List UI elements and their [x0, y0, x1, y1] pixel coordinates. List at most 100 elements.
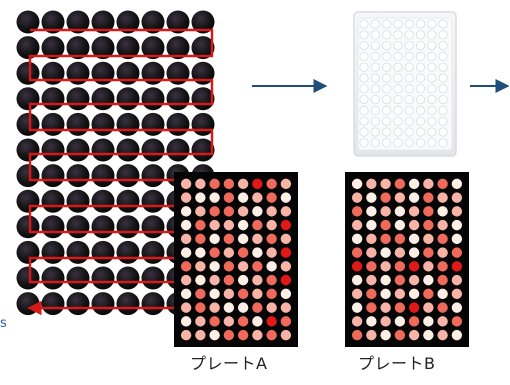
- sample-well: [351, 261, 363, 272]
- empty-well: [381, 73, 392, 83]
- source-well: [66, 189, 90, 213]
- sample-well: [223, 316, 235, 327]
- source-well: [166, 36, 190, 60]
- sample-well: [237, 219, 249, 231]
- sample-well: [351, 302, 363, 313]
- source-well: [41, 164, 65, 188]
- empty-well: [359, 62, 369, 72]
- sample-well: [380, 192, 391, 203]
- sample-well: [423, 178, 434, 190]
- sample-well: [237, 288, 249, 300]
- sample-well: [209, 247, 220, 258]
- empty-well: [370, 62, 380, 72]
- empty-well: [415, 127, 426, 137]
- source-well: [191, 10, 215, 34]
- empty-well: [393, 62, 403, 72]
- sample-well: [209, 302, 220, 313]
- sample-well: [423, 302, 434, 313]
- sample-well: [408, 247, 420, 258]
- sample-well: [280, 316, 292, 327]
- empty-well: [404, 19, 414, 29]
- empty-well: [404, 95, 414, 105]
- source-well: [141, 87, 165, 111]
- source-well: [66, 36, 90, 60]
- source-well: [16, 240, 40, 264]
- empty-well: [359, 40, 369, 51]
- sample-well: [408, 206, 420, 217]
- sample-well: [195, 261, 206, 272]
- plate-a-label: プレートA: [190, 354, 268, 373]
- empty-well: [359, 95, 369, 105]
- empty-well: [404, 51, 414, 62]
- sample-well: [423, 247, 434, 258]
- sample-well: [366, 316, 377, 327]
- sample-well: [252, 233, 263, 245]
- empty-well: [415, 62, 426, 72]
- sample-well: [451, 247, 463, 258]
- source-well: [91, 292, 115, 316]
- sample-well: [209, 261, 220, 272]
- empty-well: [415, 30, 426, 40]
- sample-well: [209, 274, 220, 286]
- sample-well: [394, 316, 406, 327]
- sample-well: [180, 206, 192, 217]
- empty-well: [404, 62, 414, 72]
- sample-well: [180, 178, 192, 190]
- sample-well: [351, 233, 363, 245]
- empty-well: [427, 84, 437, 94]
- sample-well: [252, 206, 263, 217]
- sample-well: [380, 247, 391, 258]
- sample-well: [351, 274, 363, 286]
- source-well: [91, 87, 115, 111]
- sample-well: [380, 329, 391, 341]
- sample-well: [408, 316, 420, 327]
- source-well: [16, 138, 40, 162]
- empty-well: [393, 116, 403, 126]
- sample-well: [351, 219, 363, 231]
- sample-well: [266, 206, 277, 217]
- source-well: [91, 36, 115, 60]
- source-well: [91, 138, 115, 162]
- empty-well: [370, 95, 380, 105]
- sample-well: [209, 316, 220, 327]
- empty-well: [415, 51, 426, 62]
- source-well: [66, 164, 90, 188]
- source-well: [66, 138, 90, 162]
- empty-well: [438, 62, 448, 72]
- sample-well: [237, 261, 249, 272]
- empty-well: [415, 95, 426, 105]
- plate-a-microplate: [174, 172, 298, 347]
- empty-well: [359, 138, 369, 148]
- source-well: [141, 10, 165, 34]
- source-well: [166, 87, 190, 111]
- empty-well: [393, 127, 403, 137]
- sample-well: [437, 274, 448, 286]
- source-well: [41, 112, 65, 136]
- source-well: [166, 10, 190, 34]
- source-well: [16, 215, 40, 239]
- source-well: [91, 189, 115, 213]
- sample-well: [394, 192, 406, 203]
- empty-well: [359, 105, 369, 116]
- sample-well: [423, 219, 434, 231]
- sample-well: [423, 288, 434, 300]
- sample-well: [180, 274, 192, 286]
- source-well: [41, 36, 65, 60]
- sample-well: [180, 329, 192, 341]
- empty-well: [427, 95, 437, 105]
- sample-well: [180, 233, 192, 245]
- source-well: [16, 112, 40, 136]
- sample-well: [280, 302, 292, 313]
- source-well: [91, 164, 115, 188]
- empty-well: [359, 19, 369, 29]
- serpentine-transfer-path: [27, 28, 214, 316]
- source-well: [141, 112, 165, 136]
- sample-well: [351, 178, 363, 190]
- source-well: [66, 240, 90, 264]
- source-well: [16, 164, 40, 188]
- sample-well: [451, 219, 463, 231]
- source-well: [41, 138, 65, 162]
- source-well: [141, 240, 165, 264]
- source-well: [41, 189, 65, 213]
